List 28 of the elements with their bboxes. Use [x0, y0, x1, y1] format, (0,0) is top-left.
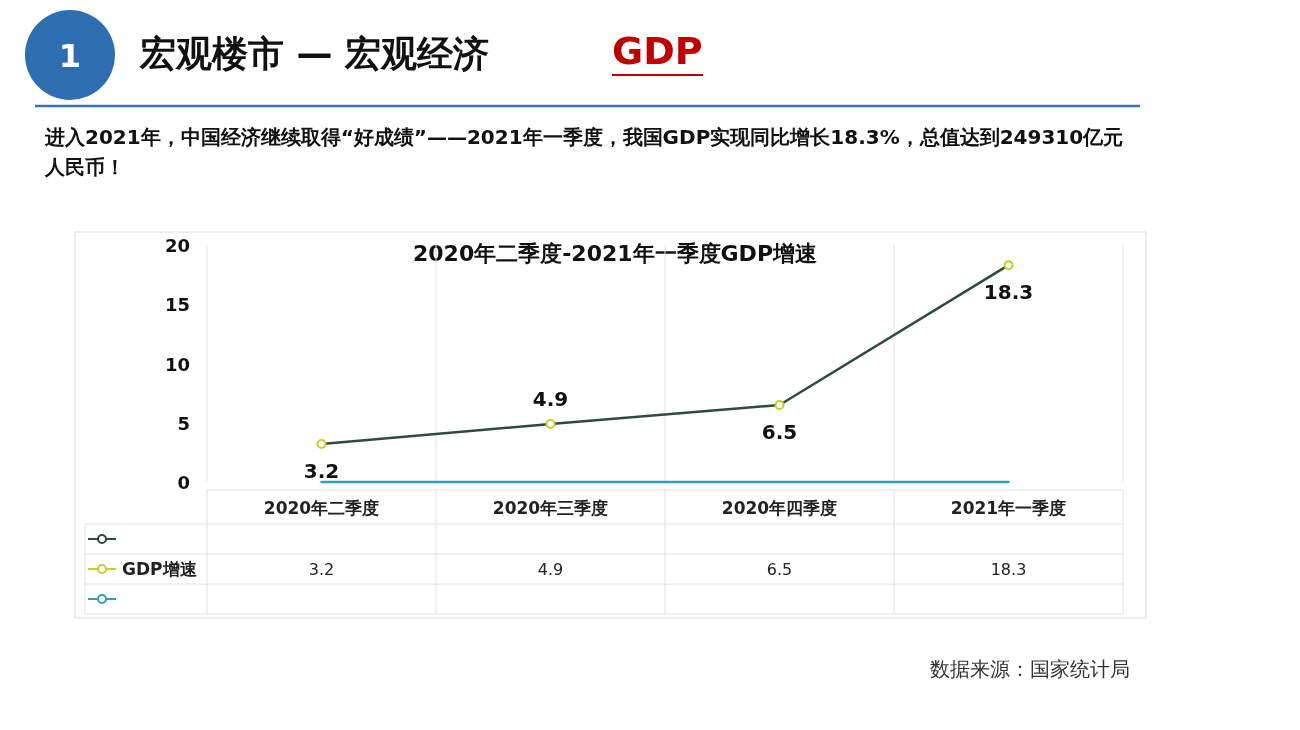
- data-label: 3.2: [308, 560, 335, 579]
- text: 6.5: [761, 419, 798, 444]
- point: [774, 399, 785, 410]
- text: GDP: [612, 28, 703, 76]
- point: [316, 439, 327, 450]
- x-tick-label: 2021年一季度: [950, 498, 1067, 518]
- text: 3.2: [303, 459, 340, 484]
- text: 4.9: [532, 386, 569, 411]
- source-note: 数据来源：国家统计局: [930, 656, 1130, 683]
- y-tick-label: 10: [164, 353, 190, 375]
- y-tick-label: 5: [177, 412, 190, 434]
- y-tick-label: 15: [164, 294, 190, 316]
- point: [1003, 260, 1014, 271]
- legend-label: GDP增速: [122, 559, 197, 579]
- x-tick-label: 2020年四季度: [721, 498, 838, 518]
- x-tick-label: 2020年二季度: [263, 498, 380, 518]
- data-label: 6.5: [766, 560, 793, 579]
- y-tick-label: 0: [177, 472, 190, 493]
- x-tick-label: 2020年三季度: [492, 498, 609, 518]
- data-label: 4.9: [537, 560, 564, 579]
- text: 18.3: [983, 280, 1034, 305]
- y-tick-label: 20: [164, 235, 190, 256]
- text: 宏观楼市 — 宏观经济: [140, 32, 490, 76]
- chart-subtitle: 进入2021年，中国经济继续取得“好成绩”——2021年一季度，我国GDP实现同比增长18.3%，总值达到249310亿元人民币！: [45, 124, 1125, 181]
- point: [545, 418, 556, 429]
- data-label: 18.3: [990, 560, 1027, 579]
- text: 1: [58, 37, 82, 75]
- chart-title: 2020年二季度-2021年一季度GDP增速: [412, 241, 818, 266]
